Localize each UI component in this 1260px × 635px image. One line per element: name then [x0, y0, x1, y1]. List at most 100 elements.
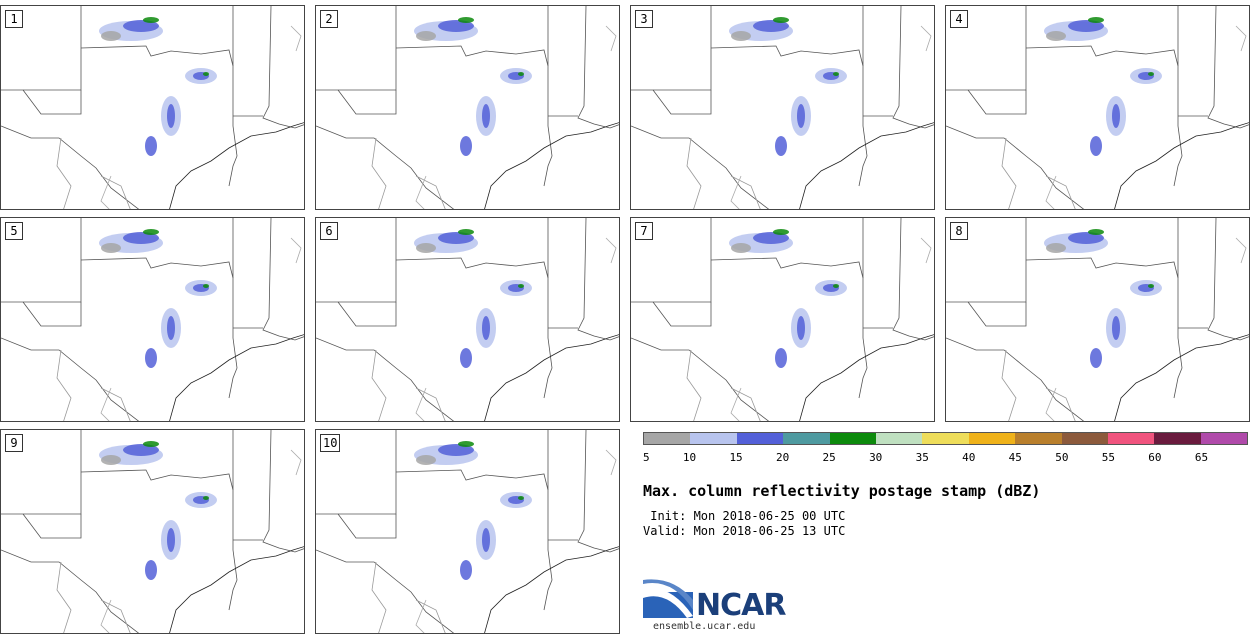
map-boundary-line — [316, 125, 455, 209]
map-basemap — [316, 6, 619, 209]
map-boundary-line — [100, 387, 112, 421]
map-basemap — [1, 6, 304, 209]
map-boundary-line — [631, 125, 770, 209]
map-boundary-line — [169, 546, 304, 633]
map-boundary-line — [730, 175, 761, 209]
colorbar-tick-labels: 5 10 15 20 25 30 35 40 45 50 55 60 65 — [643, 451, 1248, 465]
map-boundary-line — [631, 337, 770, 421]
ensemble-member-panel: 4 — [945, 5, 1250, 210]
map-boundary-line — [1001, 349, 1017, 421]
map-boundary-line — [1173, 6, 1183, 187]
map-boundary-line — [1173, 218, 1183, 399]
map-boundary-line — [1025, 45, 1179, 67]
reflectivity-echo — [416, 31, 436, 41]
reflectivity-echo — [753, 232, 789, 244]
map-boundary-line — [799, 122, 934, 209]
map-boundary-line — [1025, 257, 1179, 279]
map-boundary-line — [543, 430, 553, 611]
reflectivity-echo — [458, 17, 474, 23]
map-boundary-line — [415, 387, 446, 421]
panel-number: 2 — [320, 10, 338, 28]
map-boundary-line — [290, 237, 302, 264]
panel-number: 9 — [5, 434, 23, 452]
colorbar-tick: 55 — [1101, 451, 1115, 464]
reflectivity-echo — [797, 316, 805, 340]
map-boundary-line — [1, 549, 140, 633]
map-boundary-line — [892, 6, 934, 129]
map-boundary-line — [892, 218, 934, 341]
ensemble-member-panel: 7 — [630, 217, 935, 422]
ensemble-url: ensemble.ucar.edu — [653, 621, 756, 632]
colorbar-swatch — [922, 433, 969, 444]
reflectivity-echo — [1090, 348, 1102, 368]
map-boundary-line — [22, 89, 82, 115]
map-basemap — [631, 218, 934, 421]
map-boundary-line — [858, 218, 868, 399]
map-boundary-line — [1207, 218, 1249, 341]
panel-number: 10 — [320, 434, 341, 452]
colorbar-tick: 20 — [775, 451, 790, 464]
panel-number: 7 — [635, 222, 653, 240]
map-boundary-line — [1, 337, 140, 421]
map-basemap — [1, 218, 304, 421]
reflectivity-echo — [438, 20, 474, 32]
map-boundary-line — [730, 387, 742, 421]
map-boundary-line — [290, 25, 302, 52]
map-boundary-line — [543, 218, 553, 399]
colorbar-swatch — [1015, 433, 1062, 444]
map-boundary-line — [577, 218, 619, 341]
reflectivity-echo — [101, 455, 121, 465]
reflectivity-echo — [203, 284, 209, 288]
reflectivity-echo — [460, 136, 472, 156]
reflectivity-echo — [1046, 243, 1066, 253]
reflectivity-echo — [460, 348, 472, 368]
map-boundary-line — [395, 45, 549, 67]
map-boundary-line — [56, 137, 72, 209]
map-boundary-line — [80, 257, 234, 279]
colorbar-tick: 50 — [1055, 451, 1069, 464]
reflectivity-echo — [438, 232, 474, 244]
reflectivity-echo — [145, 348, 157, 368]
reflectivity-echo — [145, 560, 157, 580]
map-boundary-line — [100, 599, 112, 633]
ensemble-member-panel: 5 — [0, 217, 305, 422]
panel-number: 1 — [5, 10, 23, 28]
colorbar-swatch — [644, 433, 691, 444]
map-boundary-line — [1235, 237, 1247, 264]
panel-number: 6 — [320, 222, 338, 240]
reflectivity-echo — [458, 229, 474, 235]
map-boundary-line — [484, 122, 619, 209]
colorbar-swatch — [783, 433, 830, 444]
reflectivity-echo — [1148, 284, 1154, 288]
reflectivity-echo — [143, 17, 159, 23]
reflectivity-echo — [1112, 316, 1120, 340]
reflectivity-echo — [773, 17, 789, 23]
map-boundary-line — [920, 237, 932, 264]
map-basemap — [316, 218, 619, 421]
colorbar-swatch — [968, 433, 1016, 444]
colorbar-swatch — [1200, 433, 1248, 444]
map-boundary-line — [1235, 25, 1247, 52]
colorbar-tick: 35 — [915, 451, 929, 464]
reflectivity-echo — [1112, 104, 1120, 128]
map-boundary-line — [1207, 6, 1249, 129]
map-boundary-line — [228, 430, 238, 611]
map-boundary-line — [100, 387, 131, 421]
reflectivity-echo — [753, 20, 789, 32]
ensemble-member-panel: 8 — [945, 217, 1250, 422]
init-time: Init: Mon 2018-06-25 00 UTC — [643, 509, 846, 523]
ncar-logo-text: NCAR — [696, 588, 786, 623]
map-boundary-line — [967, 89, 1027, 115]
map-boundary-line — [730, 387, 761, 421]
map-boundary-line — [228, 6, 238, 187]
map-boundary-line — [316, 549, 455, 633]
map-boundary-line — [710, 257, 864, 279]
ncar-logo-icon — [643, 579, 693, 618]
reflectivity-echo — [458, 441, 474, 447]
colorbar-tick: 25 — [822, 451, 836, 464]
reflectivity-echo — [482, 104, 490, 128]
map-boundary-line — [100, 599, 131, 633]
map-boundary-line — [1045, 175, 1076, 209]
map-boundary-line — [730, 175, 742, 209]
map-boundary-line — [337, 89, 397, 115]
